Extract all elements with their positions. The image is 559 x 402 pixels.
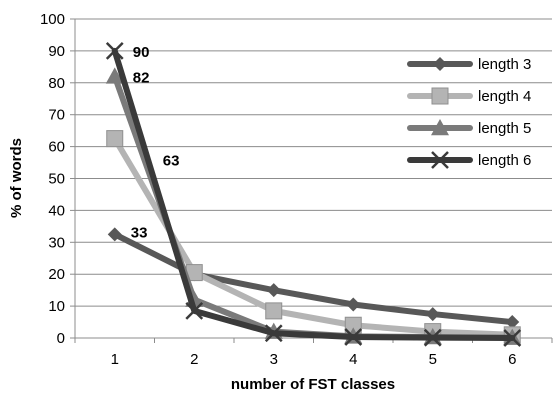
- data-label-33: 33: [131, 224, 148, 241]
- data-label-63: 63: [163, 153, 180, 170]
- legend-label: length 4: [478, 88, 531, 105]
- data-point-length-6: [344, 328, 363, 346]
- y-tick-label: 50: [48, 171, 65, 188]
- x-marker-stroke: [423, 328, 442, 347]
- legend-item-length-5: length 5: [407, 119, 531, 137]
- x-marker-stroke: [105, 42, 124, 60]
- data-point-length-5: [105, 67, 124, 84]
- legend-marker: [433, 57, 447, 71]
- x-tick-label: 5: [429, 351, 437, 368]
- x-marker-stroke: [264, 324, 283, 343]
- y-axis-title: % of words: [8, 138, 25, 218]
- y-tick-label: 0: [57, 330, 65, 347]
- y-tick-label: 80: [48, 75, 65, 92]
- data-point-length-6: [503, 329, 522, 347]
- legend-item-length-4: length 4: [407, 87, 531, 105]
- data-point-length-6: [264, 324, 283, 343]
- x-axis-title: number of FST classes: [231, 376, 395, 393]
- x-tick-label: 3: [270, 351, 278, 368]
- axes: 0 10 20 30 40 50 60 70 80 90 100 1 2 3 4 5 6: [40, 11, 553, 368]
- y-tick-label: 90: [48, 43, 65, 60]
- data-point-length-3: [107, 227, 122, 242]
- series-length-5: [105, 67, 522, 345]
- data-point-length-6: [423, 328, 442, 347]
- data-point-length-3: [505, 315, 520, 330]
- legend: length 3 length 4 length 5 length 6: [407, 56, 531, 169]
- y-tick-label: 100: [40, 11, 65, 28]
- series-line-length-4: [111, 135, 516, 338]
- legend-marker: [431, 87, 449, 105]
- legend-marker: [431, 119, 449, 136]
- data-point-length-3: [346, 297, 361, 312]
- legend-label: length 6: [478, 152, 531, 169]
- y-tick-label: 60: [48, 139, 65, 156]
- data-point-length-4: [265, 302, 283, 320]
- data-point-length-3: [266, 283, 281, 298]
- data-labels: 90 82 63 33: [131, 44, 180, 241]
- x-tick-label: 2: [190, 351, 198, 368]
- y-tick-label: 20: [48, 266, 65, 283]
- legend-label: length 5: [478, 120, 531, 137]
- data-point-length-6: [105, 42, 124, 60]
- data-point-length-6: [185, 302, 204, 320]
- data-point-length-4: [106, 130, 124, 148]
- data-label-82: 82: [133, 69, 150, 86]
- legend-item-length-3: length 3: [407, 56, 531, 73]
- legend-item-length-6: length 6: [407, 151, 531, 169]
- y-tick-label: 70: [48, 107, 65, 124]
- data-point-length-3: [425, 307, 440, 322]
- legend-label: length 3: [478, 56, 531, 73]
- series-length-6: [105, 42, 522, 347]
- y-tick-label: 30: [48, 234, 65, 251]
- x-marker-stroke: [344, 328, 363, 346]
- x-tick-label: 4: [349, 351, 357, 368]
- x-marker-stroke: [185, 302, 204, 320]
- y-tick-label: 10: [48, 298, 65, 315]
- data-label-90: 90: [133, 44, 150, 61]
- x-tick-label: 1: [111, 351, 119, 368]
- x-marker-stroke: [503, 329, 522, 347]
- y-tick-label: 40: [48, 202, 65, 219]
- x-tick-label: 6: [508, 351, 516, 368]
- series-line-length-6: [111, 47, 516, 341]
- legend-marker: [431, 151, 449, 169]
- series-lines: [105, 42, 522, 347]
- x-marker-stroke: [431, 151, 449, 169]
